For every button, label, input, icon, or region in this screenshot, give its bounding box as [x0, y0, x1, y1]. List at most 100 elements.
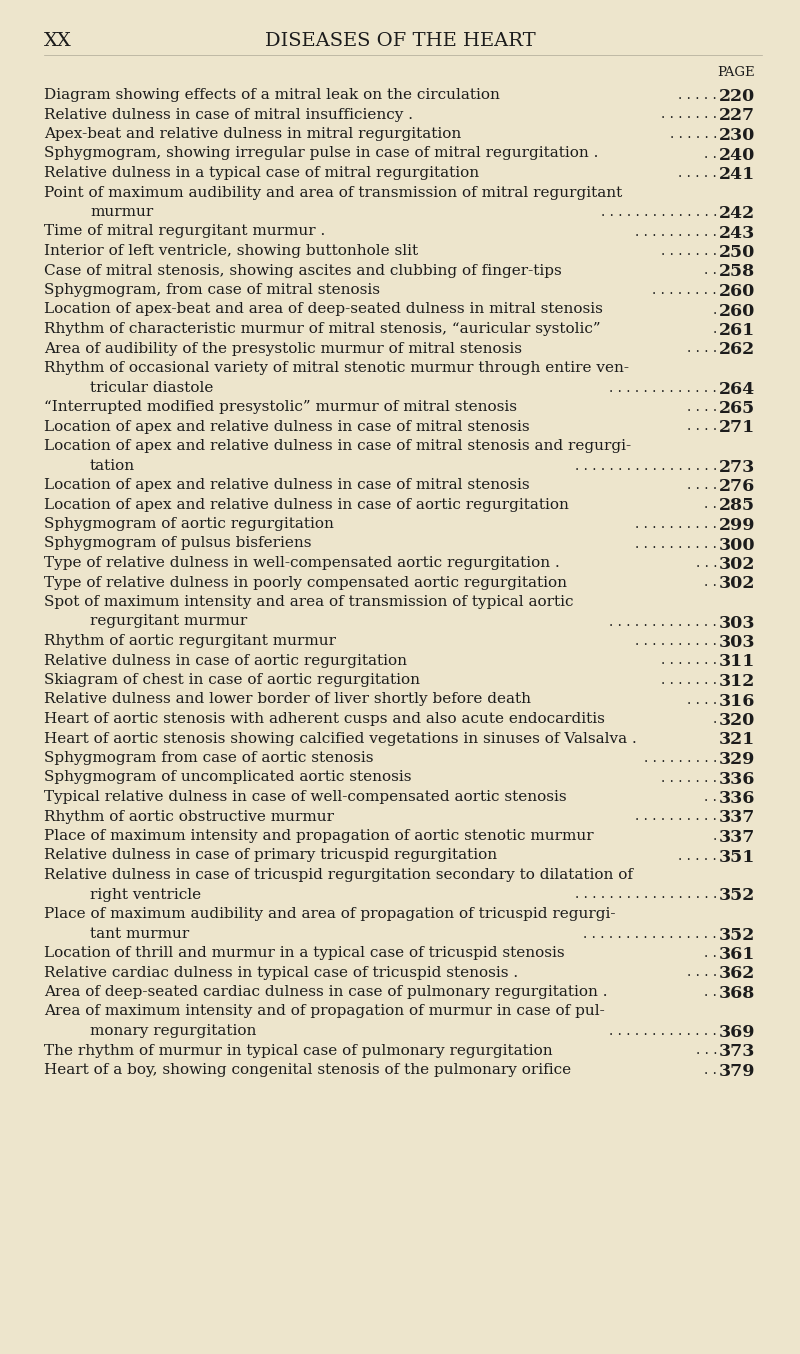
Text: 285: 285 [719, 497, 755, 515]
Text: 329: 329 [718, 751, 755, 768]
Text: . . . . . . . . . .: . . . . . . . . . . [635, 536, 717, 551]
Text: . . . .: . . . . [687, 692, 717, 707]
Text: Interior of left ventricle, showing buttonhole slit: Interior of left ventricle, showing butt… [44, 244, 418, 259]
Text: Place of maximum intensity and propagation of aortic stenotic murmur: Place of maximum intensity and propagati… [44, 829, 594, 844]
Text: . . . . . . .: . . . . . . . [661, 673, 717, 686]
Text: monary regurgitation: monary regurgitation [90, 1024, 256, 1039]
Text: 273: 273 [718, 459, 755, 475]
Text: Relative dulness and lower border of liver shortly before death: Relative dulness and lower border of liv… [44, 692, 531, 707]
Text: . . . . . . . . . . . . . . . . .: . . . . . . . . . . . . . . . . . [574, 887, 717, 902]
Text: Rhythm of characteristic murmur of mitral stenosis, “auricular systolic”: Rhythm of characteristic murmur of mitra… [44, 322, 601, 336]
Text: Area of audibility of the presystolic murmur of mitral stenosis: Area of audibility of the presystolic mu… [44, 341, 522, 356]
Text: . .: . . [704, 575, 717, 589]
Text: Sphygmogram, showing irregular pulse in case of mitral regurgitation .: Sphygmogram, showing irregular pulse in … [44, 146, 598, 161]
Text: . .: . . [704, 497, 717, 512]
Text: . . . .: . . . . [687, 399, 717, 414]
Text: tricular diastole: tricular diastole [90, 380, 214, 394]
Text: . . . . .: . . . . . [678, 849, 717, 862]
Text: .: . [713, 829, 717, 844]
Text: Diagram showing effects of a mitral leak on the circulation: Diagram showing effects of a mitral leak… [44, 88, 500, 102]
Text: 300: 300 [718, 536, 755, 554]
Text: . .: . . [704, 1063, 717, 1076]
Text: . . . . .: . . . . . [678, 88, 717, 102]
Text: 361: 361 [718, 946, 755, 963]
Text: The rhythm of murmur in typical case of pulmonary regurgitation: The rhythm of murmur in typical case of … [44, 1044, 553, 1057]
Text: Point of maximum audibility and area of transmission of mitral regurgitant: Point of maximum audibility and area of … [44, 185, 622, 199]
Text: Spot of maximum intensity and area of transmission of typical aortic: Spot of maximum intensity and area of tr… [44, 594, 574, 609]
Text: Sphygmogram of pulsus bisferiens: Sphygmogram of pulsus bisferiens [44, 536, 311, 551]
Text: 336: 336 [718, 770, 755, 788]
Text: 373: 373 [718, 1044, 755, 1060]
Text: 302: 302 [718, 556, 755, 573]
Text: . . . . . . .: . . . . . . . [661, 107, 717, 122]
Text: 271: 271 [718, 420, 755, 436]
Text: 230: 230 [718, 127, 755, 144]
Text: 351: 351 [718, 849, 755, 865]
Text: 276: 276 [718, 478, 755, 496]
Text: 368: 368 [718, 984, 755, 1002]
Text: . . . . . . . . . . . . .: . . . . . . . . . . . . . [610, 1024, 717, 1039]
Text: Relative dulness in case of aortic regurgitation: Relative dulness in case of aortic regur… [44, 654, 407, 668]
Text: 320: 320 [718, 712, 755, 728]
Text: 250: 250 [718, 244, 755, 261]
Text: . . . . . . . . . .: . . . . . . . . . . [635, 517, 717, 531]
Text: regurgitant murmur: regurgitant murmur [90, 615, 247, 628]
Text: 262: 262 [719, 341, 755, 359]
Text: Location of apex and relative dulness in case of aortic regurgitation: Location of apex and relative dulness in… [44, 497, 569, 512]
Text: Area of maximum intensity and of propagation of murmur in case of pul-: Area of maximum intensity and of propaga… [44, 1005, 605, 1018]
Text: . . . . . . . . . . . . . . . .: . . . . . . . . . . . . . . . . [583, 926, 717, 941]
Text: Location of apex and relative dulness in case of mitral stenosis and regurgi-: Location of apex and relative dulness in… [44, 439, 631, 454]
Text: Typical relative dulness in case of well-compensated aortic stenosis: Typical relative dulness in case of well… [44, 789, 566, 804]
Text: Sphygmogram, from case of mitral stenosis: Sphygmogram, from case of mitral stenosi… [44, 283, 380, 297]
Text: PAGE: PAGE [718, 66, 755, 79]
Text: “Interrupted modified presystolic” murmur of mitral stenosis: “Interrupted modified presystolic” murmu… [44, 399, 517, 414]
Text: Rhythm of aortic obstructive murmur: Rhythm of aortic obstructive murmur [44, 810, 334, 823]
Text: . . . .: . . . . [687, 420, 717, 433]
Text: Relative dulness in a typical case of mitral regurgitation: Relative dulness in a typical case of mi… [44, 167, 479, 180]
Text: . . . . . . .: . . . . . . . [661, 244, 717, 259]
Text: 302: 302 [718, 575, 755, 593]
Text: Heart of aortic stenosis showing calcified vegetations in sinuses of Valsalva .: Heart of aortic stenosis showing calcifi… [44, 731, 637, 746]
Text: 265: 265 [718, 399, 755, 417]
Text: 352: 352 [718, 926, 755, 944]
Text: . . . . . . .: . . . . . . . [661, 770, 717, 784]
Text: Heart of aortic stenosis with adherent cusps and also acute endocarditis: Heart of aortic stenosis with adherent c… [44, 712, 605, 726]
Text: 311: 311 [718, 654, 755, 670]
Text: Rhythm of aortic regurgitant murmur: Rhythm of aortic regurgitant murmur [44, 634, 336, 649]
Text: 227: 227 [719, 107, 755, 125]
Text: right ventricle: right ventricle [90, 887, 201, 902]
Text: 337: 337 [718, 810, 755, 826]
Text: Location of apex-beat and area of deep-seated dulness in mitral stenosis: Location of apex-beat and area of deep-s… [44, 302, 603, 317]
Text: . . . .: . . . . [687, 478, 717, 492]
Text: 369: 369 [718, 1024, 755, 1041]
Text: 379: 379 [718, 1063, 755, 1080]
Text: 220: 220 [718, 88, 755, 106]
Text: Sphygmogram of uncomplicated aortic stenosis: Sphygmogram of uncomplicated aortic sten… [44, 770, 411, 784]
Text: 352: 352 [718, 887, 755, 904]
Text: Location of apex and relative dulness in case of mitral stenosis: Location of apex and relative dulness in… [44, 478, 530, 492]
Text: . .: . . [704, 146, 717, 161]
Text: 242: 242 [719, 204, 755, 222]
Text: . . . . . . . . . . . . . . . . .: . . . . . . . . . . . . . . . . . [574, 459, 717, 473]
Text: . .: . . [704, 984, 717, 999]
Text: Relative dulness in case of primary tricuspid regurgitation: Relative dulness in case of primary tric… [44, 849, 497, 862]
Text: . . . . . . . . . .: . . . . . . . . . . [635, 634, 717, 649]
Text: .: . [713, 712, 717, 726]
Text: . . . . . . . .: . . . . . . . . [652, 283, 717, 297]
Text: 264: 264 [718, 380, 755, 398]
Text: . .: . . [704, 789, 717, 804]
Text: Area of deep-seated cardiac dulness in case of pulmonary regurgitation .: Area of deep-seated cardiac dulness in c… [44, 984, 607, 999]
Text: 303: 303 [718, 615, 755, 631]
Text: . .: . . [704, 946, 717, 960]
Text: 337: 337 [718, 829, 755, 846]
Text: tation: tation [90, 459, 135, 473]
Text: . . .: . . . [695, 1044, 717, 1057]
Text: Heart of a boy, showing congenital stenosis of the pulmonary orifice: Heart of a boy, showing congenital steno… [44, 1063, 571, 1076]
Text: Type of relative dulness in well-compensated aortic regurgitation .: Type of relative dulness in well-compens… [44, 556, 560, 570]
Text: . . . .: . . . . [687, 341, 717, 356]
Text: murmur: murmur [90, 204, 154, 219]
Text: .: . [713, 322, 717, 336]
Text: Relative dulness in case of tricuspid regurgitation secondary to dilatation of: Relative dulness in case of tricuspid re… [44, 868, 633, 881]
Text: 260: 260 [718, 283, 755, 301]
Text: Location of thrill and murmur in a typical case of tricuspid stenosis: Location of thrill and murmur in a typic… [44, 946, 565, 960]
